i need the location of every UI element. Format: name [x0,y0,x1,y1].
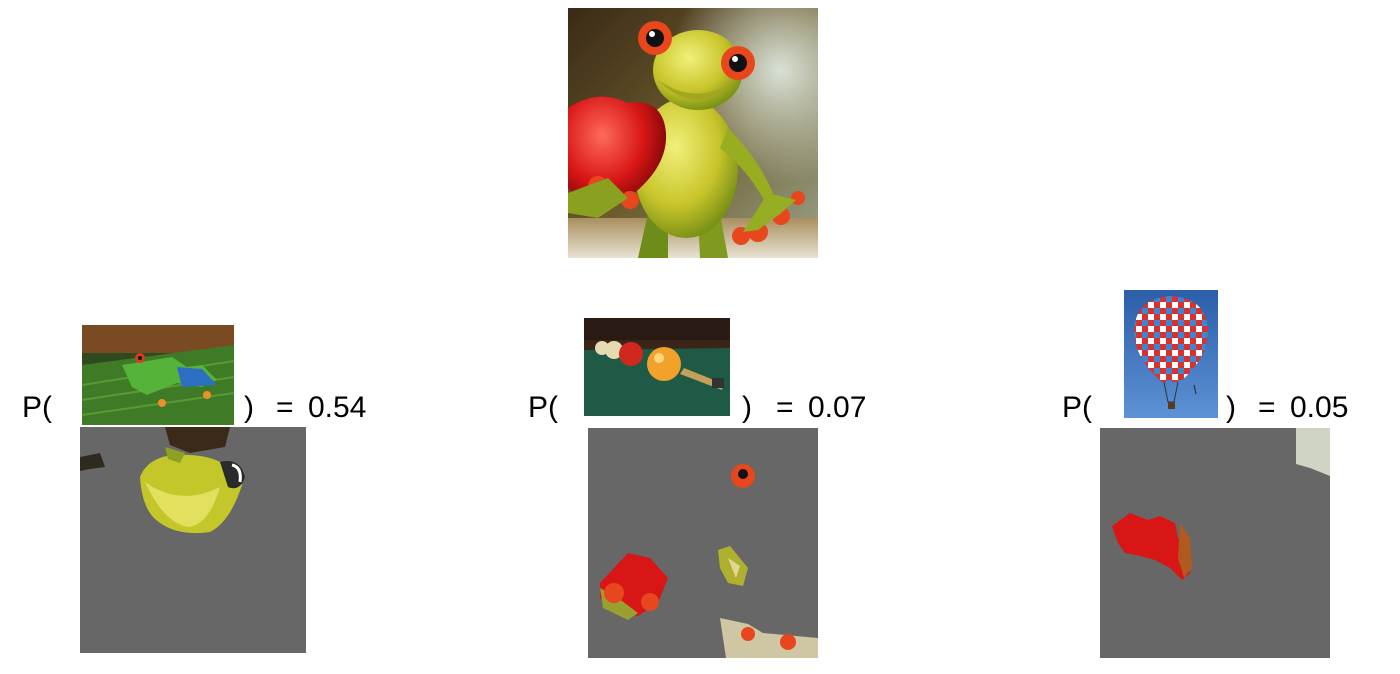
formula-equals: = [776,391,794,424]
mask-3 [1100,428,1330,658]
formula-close: ) [244,391,254,424]
probability-value: 0.05 [1290,391,1349,424]
formula-open: P( [1062,391,1092,424]
probability-value: 0.54 [308,391,367,424]
thumbnail-3 [1124,290,1218,418]
mask-2 [588,428,818,658]
formula-close: ) [742,391,752,424]
formula-open: P( [528,391,558,424]
frog-head-superpixel-mask [80,427,306,653]
formula-open: P( [22,391,52,424]
hot-air-balloon-image [1124,290,1218,418]
thumbnail-2 [584,318,730,416]
thumbnail-1 [82,325,234,425]
mask-1 [80,427,306,653]
probability-value: 0.07 [808,391,867,424]
billiard-balls-image [584,318,730,416]
formula-equals: = [1258,391,1276,424]
formula-close: ) [1226,391,1236,424]
input-image [568,8,818,258]
red-ball-like-superpixel-mask [588,428,818,658]
red-heart-superpixel-mask [1100,428,1330,658]
tree-frog-on-leaf-image [82,325,234,425]
frog-figurine-holding-heart-image [568,8,818,258]
formula-equals: = [276,391,294,424]
